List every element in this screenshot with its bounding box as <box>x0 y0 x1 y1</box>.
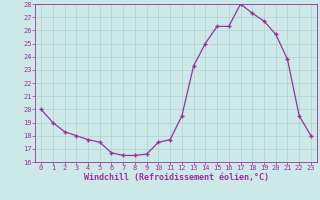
X-axis label: Windchill (Refroidissement éolien,°C): Windchill (Refroidissement éolien,°C) <box>84 173 268 182</box>
